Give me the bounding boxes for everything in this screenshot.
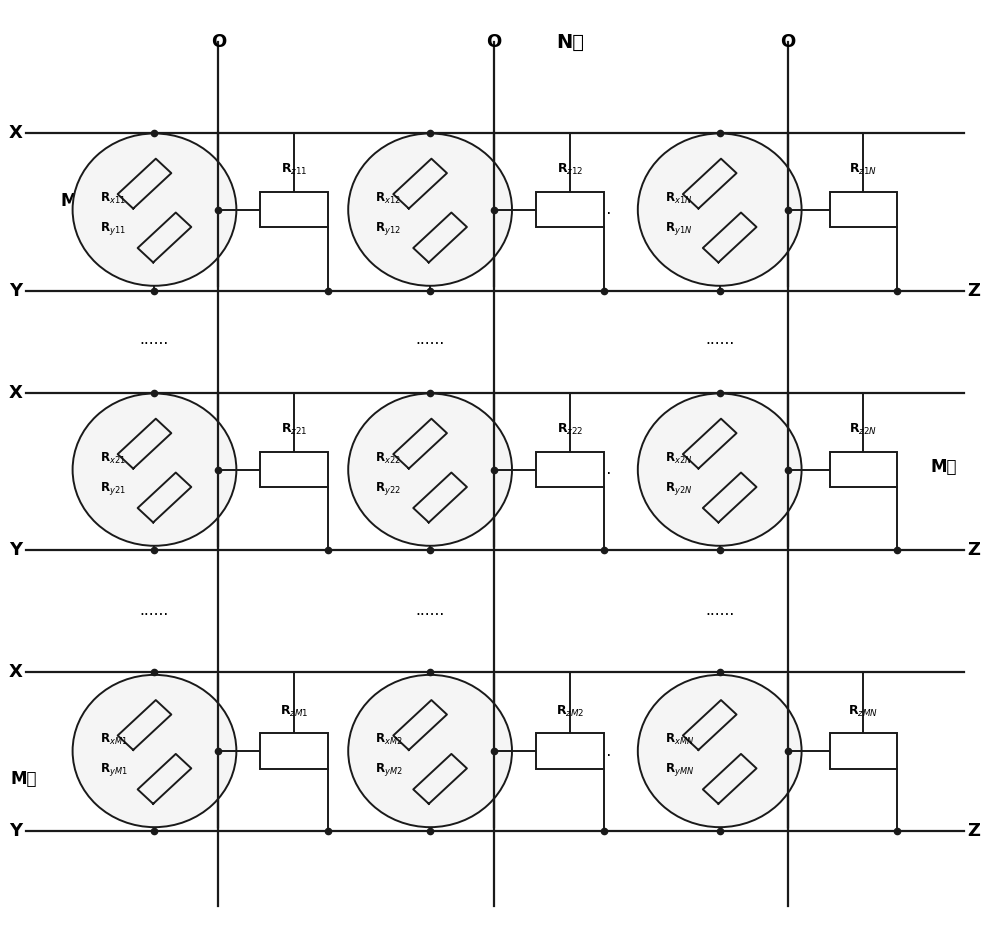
Text: N列: N列 [556,33,584,52]
Text: $\mathbf{R_{\mathit{xM2}}}$: $\mathbf{R_{\mathit{xM2}}}$ [375,732,403,748]
Circle shape [73,393,236,546]
Circle shape [73,675,236,827]
Text: $\mathbf{R_{\mathit{yM2}}}$: $\mathbf{R_{\mathit{yM2}}}$ [375,761,403,778]
Text: Y: Y [9,283,22,300]
Circle shape [638,675,802,827]
Text: O: O [780,33,795,51]
Bar [830,192,897,227]
Text: O: O [486,33,502,51]
Bar [536,192,604,227]
Text: M行: M行 [61,192,87,210]
Text: $\mathbf{R_{\mathit{zMN}}}$: $\mathbf{R_{\mathit{zMN}}}$ [848,703,879,719]
Text: $\mathbf{R_{\mathit{xM1}}}$: $\mathbf{R_{\mathit{xM1}}}$ [100,732,127,748]
Text: M行: M行 [931,458,957,476]
Text: ......: ...... [705,332,734,347]
Text: Z: Z [967,822,980,840]
Text: M行: M行 [11,770,37,789]
Text: Z: Z [967,541,980,560]
Text: $\mathbf{R_{\mathit{x11}}}$: $\mathbf{R_{\mathit{x11}}}$ [100,191,125,206]
Text: $\mathbf{R_{\mathit{x12}}}$: $\mathbf{R_{\mathit{x12}}}$ [375,191,401,206]
Text: ......: ...... [140,332,169,347]
Text: $\mathbf{R_{\mathit{y2N}}}$: $\mathbf{R_{\mathit{y2N}}}$ [665,480,692,497]
Text: $\mathbf{R_{\mathit{y12}}}$: $\mathbf{R_{\mathit{y12}}}$ [375,219,401,237]
Text: Z: Z [967,283,980,300]
Text: $\mathbf{R_{\mathit{x2N}}}$: $\mathbf{R_{\mathit{x2N}}}$ [665,451,692,466]
Text: Y: Y [9,541,22,560]
Text: $\mathbf{R_{\mathit{x1N}}}$: $\mathbf{R_{\mathit{x1N}}}$ [665,191,692,206]
Text: $\mathbf{R_{\mathit{zM2}}}$: $\mathbf{R_{\mathit{zM2}}}$ [556,703,584,719]
Text: $\mathbf{R_{\mathit{y21}}}$: $\mathbf{R_{\mathit{y21}}}$ [100,480,125,497]
Bar [536,734,604,769]
Text: O: O [211,33,226,51]
Text: $\mathbf{R_{\mathit{z22}}}$: $\mathbf{R_{\mathit{z22}}}$ [557,422,583,437]
Text: $\mathbf{R_{\mathit{x22}}}$: $\mathbf{R_{\mathit{x22}}}$ [375,451,401,466]
Circle shape [638,134,802,286]
Text: $\mathbf{R_{\mathit{x21}}}$: $\mathbf{R_{\mathit{x21}}}$ [100,451,125,466]
Circle shape [638,393,802,546]
Circle shape [348,675,512,827]
Text: $\mathbf{R_{\mathit{z1N}}}$: $\mathbf{R_{\mathit{z1N}}}$ [849,162,878,177]
Text: $\mathbf{R_{\mathit{yMN}}}$: $\mathbf{R_{\mathit{yMN}}}$ [665,761,694,778]
Text: ......: ...... [415,332,445,347]
Text: ......: ...... [582,743,611,759]
Text: X: X [9,384,23,403]
Text: $\mathbf{R_{\mathit{y11}}}$: $\mathbf{R_{\mathit{y11}}}$ [100,219,125,237]
Text: $\mathbf{R_{\mathit{z21}}}$: $\mathbf{R_{\mathit{z21}}}$ [281,422,308,437]
Text: X: X [9,663,23,681]
Bar [260,452,328,487]
Text: Y: Y [9,822,22,840]
Bar [830,452,897,487]
Circle shape [348,134,512,286]
Text: $\mathbf{R_{\mathit{z11}}}$: $\mathbf{R_{\mathit{z11}}}$ [281,162,308,177]
Bar [830,734,897,769]
Text: $\mathbf{R_{\mathit{yM1}}}$: $\mathbf{R_{\mathit{yM1}}}$ [100,761,127,778]
Bar [260,734,328,769]
Bar [536,452,604,487]
Circle shape [348,393,512,546]
Text: X: X [9,124,23,141]
Text: ......: ...... [582,462,611,477]
Text: $\mathbf{R_{\mathit{y22}}}$: $\mathbf{R_{\mathit{y22}}}$ [375,480,401,497]
Text: $\mathbf{R_{\mathit{xMN}}}$: $\mathbf{R_{\mathit{xMN}}}$ [665,732,694,748]
Text: $\mathbf{R_{\mathit{z2N}}}$: $\mathbf{R_{\mathit{z2N}}}$ [849,422,878,437]
Text: $\mathbf{R_{\mathit{y1N}}}$: $\mathbf{R_{\mathit{y1N}}}$ [665,219,692,237]
Text: ......: ...... [140,603,169,618]
Text: ......: ...... [582,202,611,217]
Text: $\mathbf{R_{\mathit{zM1}}}$: $\mathbf{R_{\mathit{zM1}}}$ [280,703,309,719]
Circle shape [73,134,236,286]
Bar [260,192,328,227]
Text: $\mathbf{R_{\mathit{z12}}}$: $\mathbf{R_{\mathit{z12}}}$ [557,162,583,177]
Text: ......: ...... [415,603,445,618]
Text: ......: ...... [705,603,734,618]
